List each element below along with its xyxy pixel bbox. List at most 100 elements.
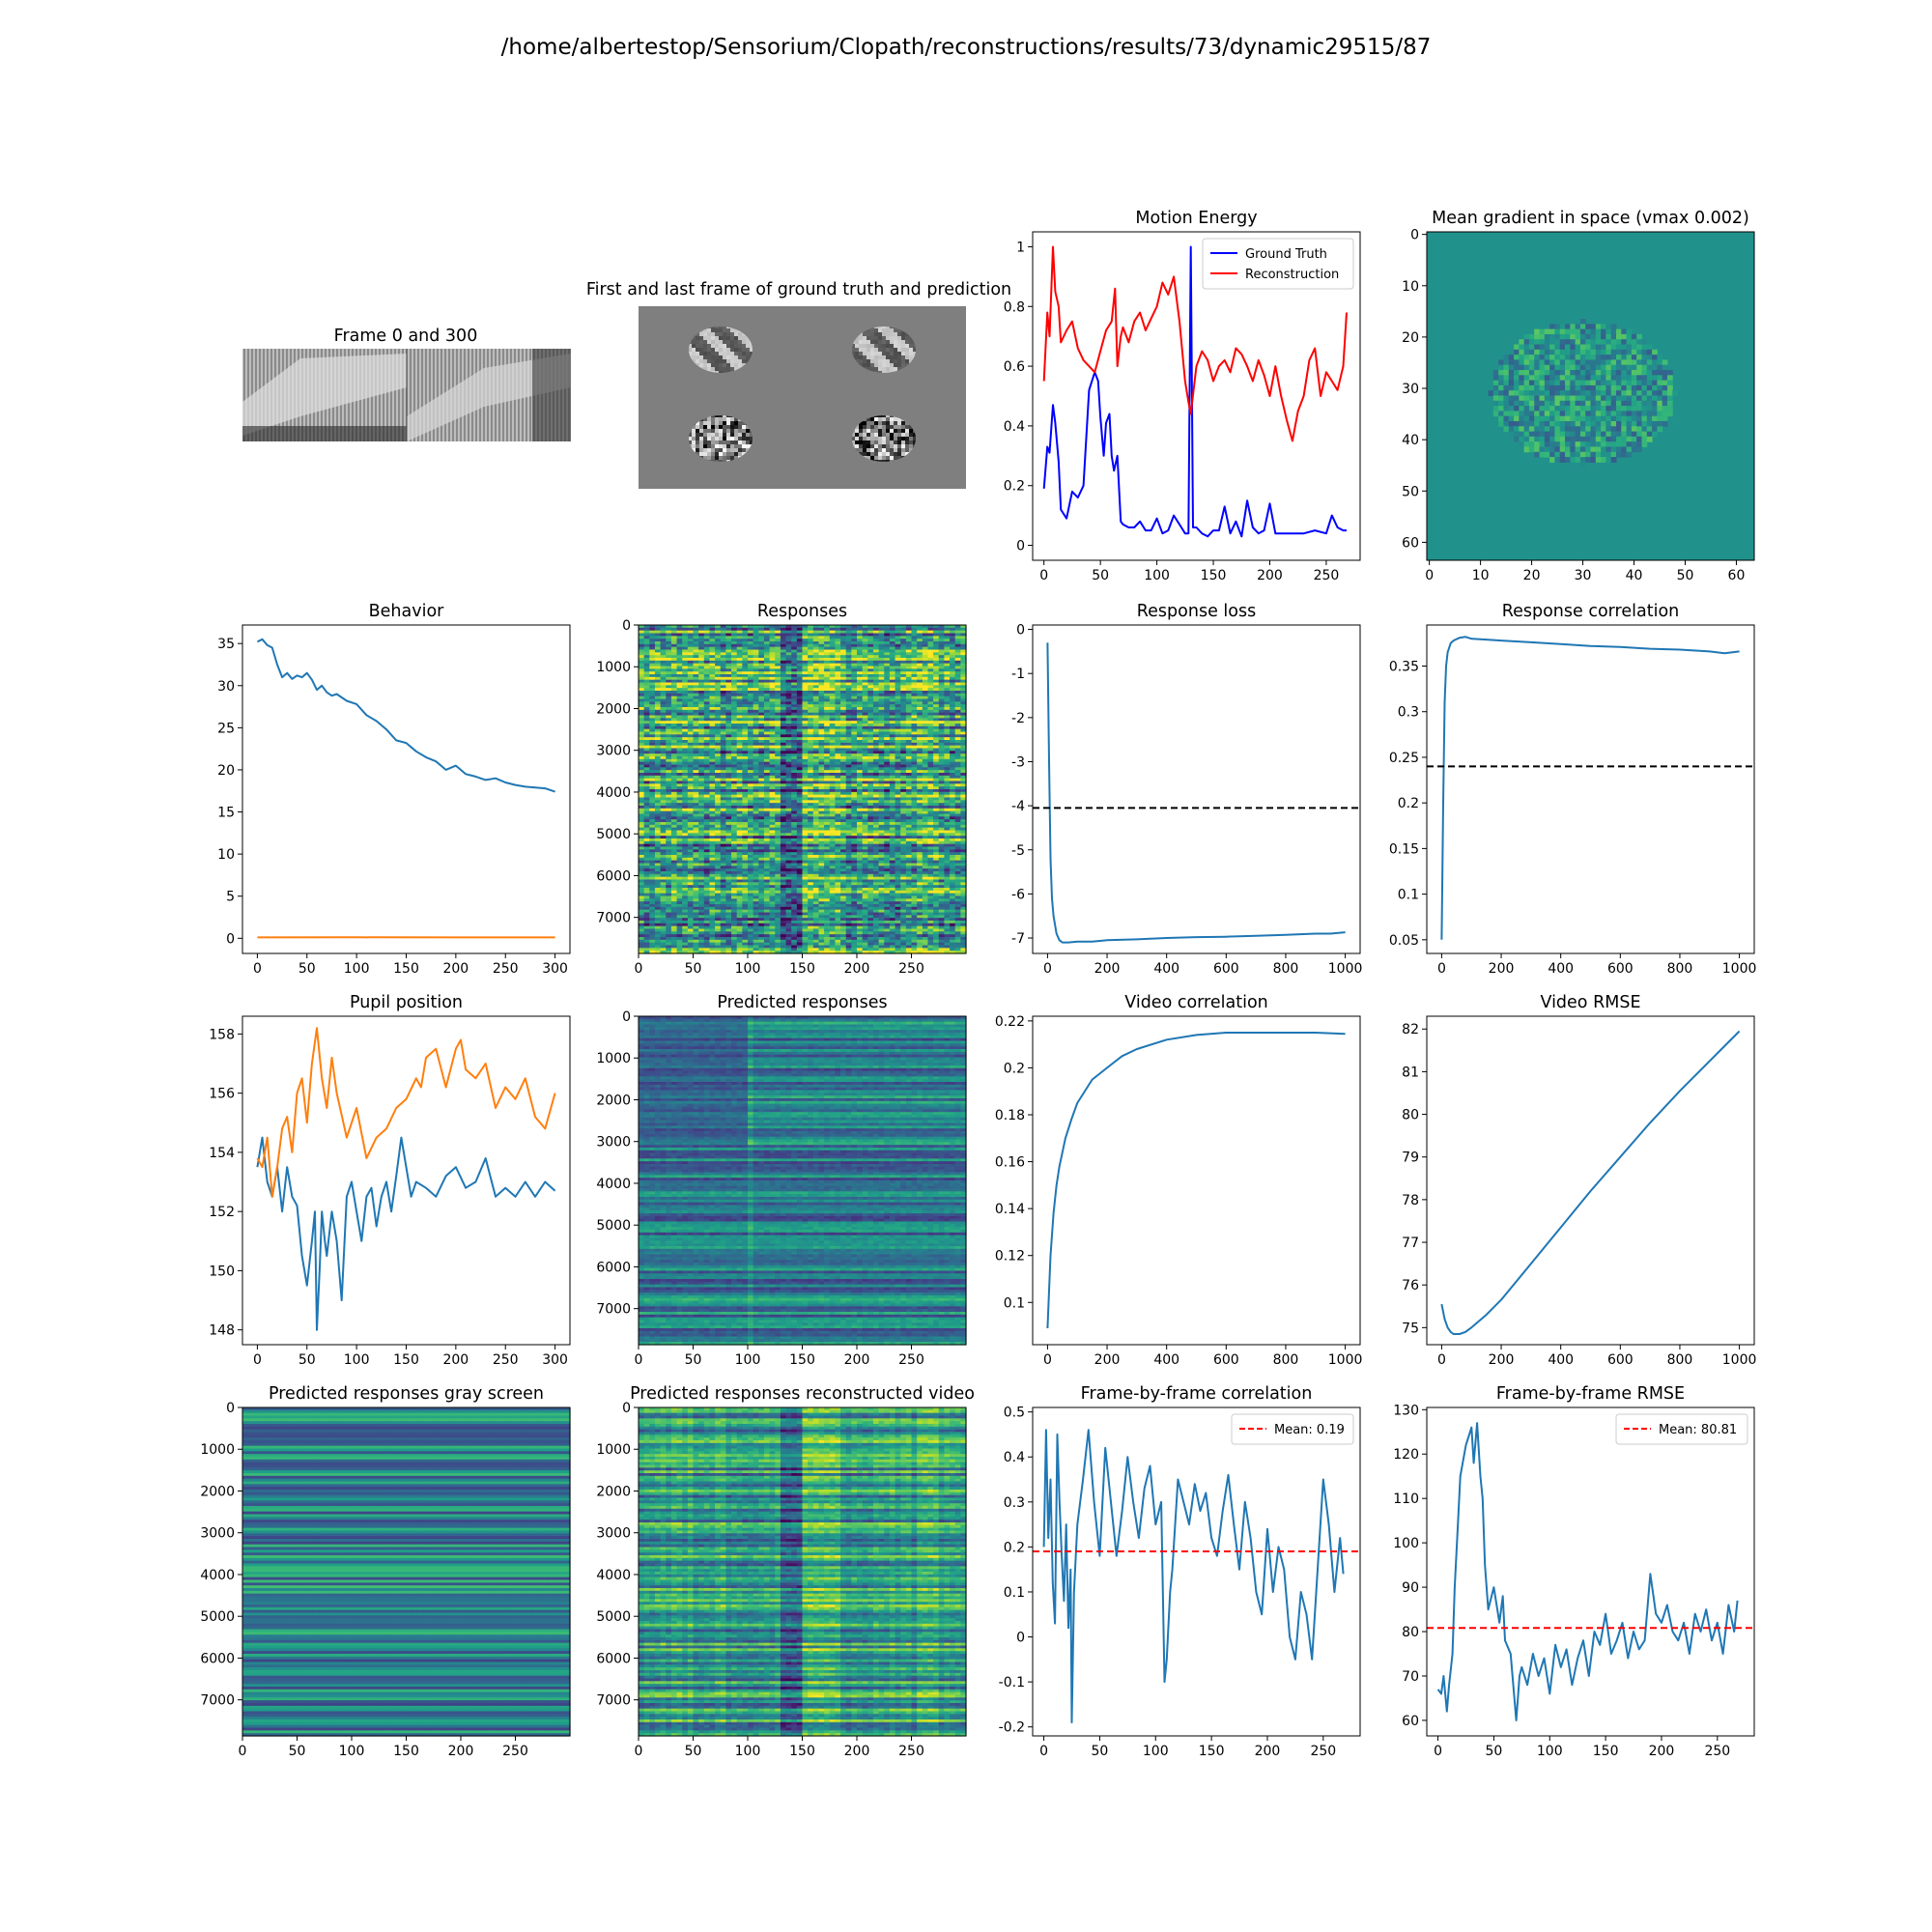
gradient-cell — [1605, 421, 1611, 427]
blob-pixel — [894, 352, 897, 355]
gradient-cell — [1580, 457, 1586, 463]
blob-pixel — [882, 359, 886, 363]
blob-pixel — [742, 448, 746, 452]
gradient-cell — [1641, 432, 1647, 438]
gradient-cell — [1545, 381, 1550, 386]
gradient-cell — [1641, 437, 1647, 442]
gradient-cell — [1621, 426, 1627, 432]
gradient-cell — [1493, 381, 1499, 386]
gradient-cell — [1540, 452, 1546, 458]
blob-pixel — [859, 359, 863, 363]
gradient-cell — [1524, 359, 1530, 365]
gradient-cell — [1605, 370, 1611, 376]
y-tick-label: 0 — [1410, 228, 1419, 243]
gradient-cell — [1576, 350, 1581, 355]
blob-pixel — [707, 456, 711, 460]
gradient-cell — [1616, 432, 1622, 438]
gradient-cell — [1560, 370, 1566, 376]
x-tick-label: 250 — [1314, 568, 1340, 583]
plot-area — [242, 625, 570, 953]
blob-pixel — [738, 444, 742, 448]
blob-pixel — [870, 448, 874, 452]
gradient-cell — [1545, 452, 1550, 458]
blob-pixel — [905, 348, 909, 352]
blob-pixel — [723, 363, 726, 367]
blob-pixel — [723, 355, 726, 359]
gradient-cell — [1509, 421, 1515, 427]
blob-pixel — [703, 448, 707, 452]
gradient-cell — [1652, 365, 1658, 371]
blob-pixel — [901, 344, 905, 348]
gradient-cell — [1657, 411, 1662, 416]
blob-pixel — [742, 440, 746, 444]
blob-pixel — [882, 417, 886, 421]
gradient-cell — [1576, 457, 1581, 463]
gradient-cell — [1585, 441, 1591, 447]
blob-pixel — [734, 448, 738, 452]
gradient-cell — [1545, 345, 1550, 351]
gradient-cell — [1554, 385, 1560, 391]
blob-pixel — [890, 448, 894, 452]
gradient-cell — [1554, 426, 1560, 432]
gradient-cell — [1601, 359, 1606, 365]
gradient-cell — [1580, 329, 1586, 335]
gradient-cell — [1657, 365, 1662, 371]
blob-pixel — [734, 421, 738, 425]
gradient-cell — [1585, 334, 1591, 340]
blob-pixel — [874, 433, 878, 437]
gradient-cell — [1565, 452, 1571, 458]
blob-pixel — [715, 359, 719, 363]
blob-pixel — [703, 332, 707, 336]
gradient-cell — [1534, 406, 1540, 412]
panel-title: Behavior — [369, 602, 445, 621]
blob-pixel — [890, 421, 894, 425]
blob-pixel — [734, 452, 738, 456]
gradient-cell — [1554, 390, 1560, 396]
gradient-cell — [1647, 350, 1653, 355]
gradient-cell — [1509, 432, 1515, 438]
blob-pixel — [723, 452, 726, 456]
gradient-cell — [1627, 329, 1633, 335]
blob-pixel — [897, 444, 901, 448]
blob-pixel — [703, 440, 707, 444]
blob-pixel — [692, 352, 696, 355]
gradient-cell — [1627, 355, 1633, 360]
blob-pixel — [855, 352, 859, 355]
blob-pixel — [734, 359, 738, 363]
gradient-cell — [1601, 411, 1606, 416]
gradient-cell — [1591, 345, 1597, 351]
blob-pixel — [897, 352, 901, 355]
gradient-cell — [1540, 334, 1546, 340]
gradient-cell — [1580, 406, 1586, 412]
gradient-cell — [1591, 359, 1597, 365]
gradient-cell — [1596, 370, 1602, 376]
x-tick-label: 250 — [493, 961, 519, 977]
blob-pixel — [870, 344, 874, 348]
panel-title: First and last frame of ground truth and… — [586, 280, 1011, 299]
gradient-cell — [1549, 432, 1555, 438]
gradient-cell — [1667, 370, 1673, 376]
blob-pixel — [696, 348, 699, 352]
gradient-cell — [1652, 411, 1658, 416]
blob-pixel — [723, 433, 726, 437]
gradient-cell — [1509, 350, 1515, 355]
gradient-cell — [1580, 432, 1586, 438]
gradient-cell — [1657, 401, 1662, 407]
gradient-cell — [1636, 385, 1642, 391]
gradient-cell — [1529, 401, 1535, 407]
blob-pixel — [894, 417, 897, 421]
gradient-cell — [1580, 381, 1586, 386]
gradient-cell — [1576, 452, 1581, 458]
y-tick-label: 10 — [1402, 279, 1419, 295]
gradient-cell — [1576, 381, 1581, 386]
gradient-cell — [1549, 457, 1555, 463]
gradient-cell — [1519, 416, 1524, 422]
blob-pixel — [870, 456, 874, 460]
blob-pixel — [886, 448, 890, 452]
gradient-cell — [1641, 441, 1647, 447]
gradient-cell — [1596, 432, 1602, 438]
gradient-cell — [1514, 350, 1520, 355]
gradient-cell — [1489, 390, 1494, 396]
blob-pixel — [742, 344, 746, 348]
gradient-cell — [1514, 406, 1520, 412]
